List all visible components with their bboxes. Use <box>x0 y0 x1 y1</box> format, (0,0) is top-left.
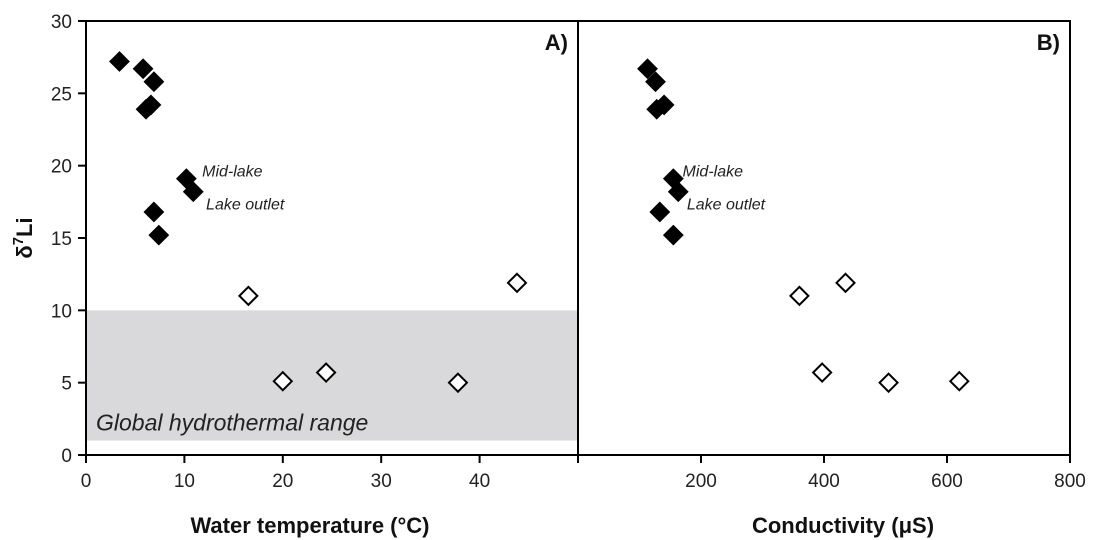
y-axis-title-element: Li <box>12 217 37 237</box>
y-axis-title-delta: δ <box>12 245 37 258</box>
filled-diamond-point <box>135 98 157 120</box>
panel-a: Global hydrothermal range 0 5 10 15 20 25 30 0… <box>10 12 579 538</box>
open-diamond-point <box>237 285 259 307</box>
y-axis-title-superscript: 7 <box>10 237 27 245</box>
filled-diamond-point <box>175 168 197 190</box>
y-tick-label: 5 <box>61 374 72 395</box>
panel-b-data-points <box>637 58 970 394</box>
y-tick-label: 20 <box>51 157 72 178</box>
panel-a-annotations: Mid-lake Lake outlet <box>202 163 285 213</box>
x-tick-label: 600 <box>931 471 963 492</box>
filled-diamond-point <box>143 71 165 93</box>
y-axis-title: δ7Li <box>10 217 37 258</box>
open-diamond-point <box>272 370 294 392</box>
y-tick-label: 0 <box>61 446 72 467</box>
filled-diamond-point <box>143 201 165 223</box>
filled-diamond-point <box>646 98 668 120</box>
open-diamond-point <box>811 362 833 383</box>
x-tick-label: 400 <box>808 471 840 492</box>
panel-a-x-axis-title: Water temperature (°C) <box>190 513 429 538</box>
y-tick-label: 15 <box>51 229 72 250</box>
panel-a-data-points <box>109 51 528 394</box>
filled-diamond-point <box>662 224 684 246</box>
panel-b: 200 400 600 800 Mid-lake Lake outlet B) Cond… <box>577 20 1086 538</box>
panel-b-label: B) <box>1037 30 1060 55</box>
point-annotation: Mid-lake <box>202 163 263 180</box>
open-diamond-point <box>948 370 970 392</box>
filled-diamond-point <box>649 201 671 223</box>
hydrothermal-range-label: Global hydrothermal range <box>96 410 368 436</box>
point-annotation: Lake outlet <box>687 197 766 214</box>
open-diamond-point <box>878 372 899 394</box>
open-diamond-point <box>835 272 856 294</box>
panel-a-label: A) <box>545 30 568 55</box>
y-tick-label: 10 <box>51 301 72 322</box>
open-diamond-point <box>788 285 810 307</box>
y-tick-label: 25 <box>51 84 72 105</box>
filled-diamond-point <box>109 51 130 72</box>
panel-b-x-axis-title: Conductivity (μS) <box>752 513 934 538</box>
open-diamond-point <box>506 272 528 294</box>
panel-a-x-axis-ticks: 0 10 20 30 40 <box>81 455 579 492</box>
point-annotation: Lake outlet <box>206 197 285 214</box>
filled-diamond-point <box>132 58 154 80</box>
open-diamond-point <box>447 372 469 394</box>
x-tick-label: 200 <box>685 471 717 492</box>
x-tick-label: 40 <box>469 471 490 492</box>
x-tick-label: 800 <box>1054 471 1086 492</box>
filled-diamond-point <box>637 58 658 80</box>
y-axis-ticks: 0 5 10 15 20 25 30 <box>51 12 86 467</box>
panel-b-x-axis-ticks: 200 400 600 800 <box>685 455 1086 492</box>
filled-diamond-point <box>645 71 666 93</box>
x-tick-label: 30 <box>371 471 392 492</box>
point-annotation: Mid-lake <box>683 163 744 180</box>
filled-diamond-point <box>182 181 204 203</box>
filled-diamond-point <box>667 181 689 203</box>
x-tick-label: 20 <box>272 471 293 492</box>
panel-b-annotations: Mid-lake Lake outlet <box>683 163 766 213</box>
open-diamond-point <box>315 362 337 383</box>
x-tick-label: 10 <box>174 471 195 492</box>
y-tick-label: 30 <box>51 12 72 33</box>
filled-diamond-point <box>148 224 170 246</box>
x-tick-label: 0 <box>81 471 92 492</box>
